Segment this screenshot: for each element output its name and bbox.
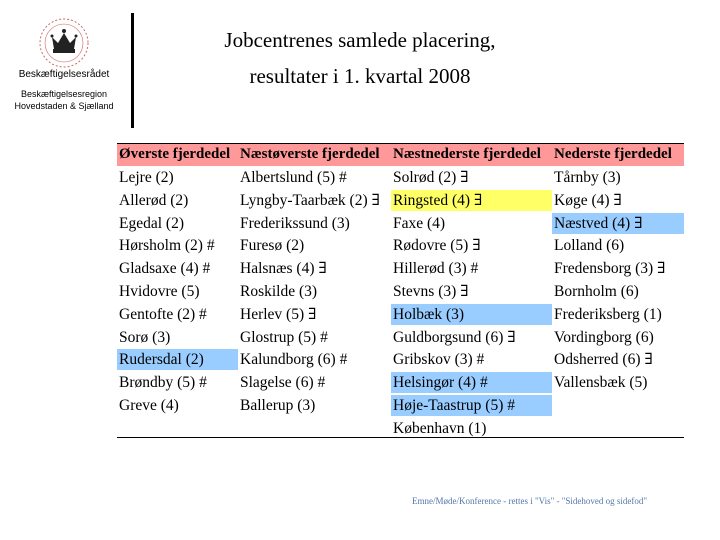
footer-text: Emne/Møde/Konference - rettes i "Vis" - … — [412, 496, 648, 506]
column-header: Næstøverste fjerdedel — [240, 146, 380, 162]
table-cell: Herlev (5) ∃ — [240, 305, 317, 323]
table-cell: Gentofte (2) # — [119, 305, 207, 323]
table-cell: Hørsholm (2) # — [119, 237, 215, 255]
table-bottom-rule — [117, 437, 684, 438]
table-cell: Stevns (3) ∃ — [393, 283, 469, 300]
table-cell: Lejre (2) — [119, 169, 174, 186]
table-cell: Næstved (4) ∃ — [552, 212, 684, 234]
table-cell: Frederikssund (3) — [240, 214, 350, 232]
org-name: Beskæftigelsesrådet — [18, 69, 110, 80]
table-cell: Glostrup (5) # — [240, 328, 328, 346]
table-cell: Roskilde (3) — [240, 283, 318, 300]
ranking-table: Øverste fjerdedel Næstøverste fjerdedel … — [117, 143, 684, 438]
table-cell: Tårnby (3) — [554, 169, 621, 186]
table-cell: Rudersdal (2) — [117, 349, 238, 371]
table-cell: Rødovre (5) ∃ — [393, 237, 481, 255]
table-cell: Hillerød (3) # — [393, 260, 479, 278]
page-title-line2: resultater i 1. kvartal 2008 — [249, 64, 471, 88]
table-cell: Brøndby (5) # — [119, 374, 207, 392]
table-cell: Halsnæs (4) ∃ — [240, 260, 327, 278]
column-header: Næstnederste fjerdedel — [393, 146, 541, 162]
table-cell: Høje-Taastrup (5) # — [391, 395, 552, 416]
table-cell: Faxe (4) — [393, 214, 446, 232]
table-cell: Vallensbæk (5) — [554, 374, 648, 392]
table-cell: Allerød (2) — [119, 191, 189, 209]
table-cell: Hvidovre (5) — [119, 283, 200, 300]
table-cell: Frederiksberg (1) — [554, 305, 662, 323]
table-cell: Lyngby-Taarbæk (2) ∃ — [240, 191, 380, 209]
column-header: Øverste fjerdedel — [119, 146, 231, 162]
table-cell: Greve (4) — [119, 397, 179, 414]
table-cell: Albertslund (5) # — [240, 169, 347, 186]
table-cell: Gladsaxe (4) # — [119, 260, 211, 278]
page-title-line1: Jobcentrenes samlede placering, — [224, 28, 496, 52]
table-cell: Helsingør (4) # — [391, 372, 552, 394]
table-cell: Slagelse (6) # — [240, 374, 326, 392]
table-cell: Bornholm (6) — [554, 283, 639, 300]
table-cell: København (1) — [393, 419, 487, 437]
table-cell: Gribskov (3) # — [393, 351, 485, 369]
region-name: Beskæftigelsesregion Hovedstaden & Sjæll… — [14, 89, 114, 111]
table-header-row — [117, 143, 684, 166]
table-cell: Kalundborg (6) # — [240, 351, 348, 369]
table-cell: Køge (4) ∃ — [554, 191, 622, 209]
table-cell: Ringsted (4) ∃ — [391, 189, 552, 211]
table-cell: Vordingborg (6) — [554, 328, 654, 346]
table-cell: Furesø (2) — [240, 237, 305, 255]
table-cell: Guldborgsund (6) ∃ — [393, 328, 516, 346]
table-cell: Egedal (2) — [119, 214, 184, 232]
table-cell: Solrød (2) ∃ — [393, 169, 469, 186]
table-cell: Odsherred (6) ∃ — [554, 351, 653, 369]
table-cell: Holbæk (3) — [391, 303, 552, 325]
vertical-divider — [131, 13, 134, 128]
crown-crest-icon — [39, 18, 89, 68]
column-header: Nederste fjerdedel — [554, 146, 672, 162]
table-cell: Fredensborg (3) ∃ — [554, 260, 666, 278]
logo — [0, 15, 128, 70]
table-cell: Lolland (6) — [554, 237, 625, 255]
table-cell: Ballerup (3) — [240, 397, 316, 414]
table-cell: Sorø (3) — [119, 328, 171, 346]
